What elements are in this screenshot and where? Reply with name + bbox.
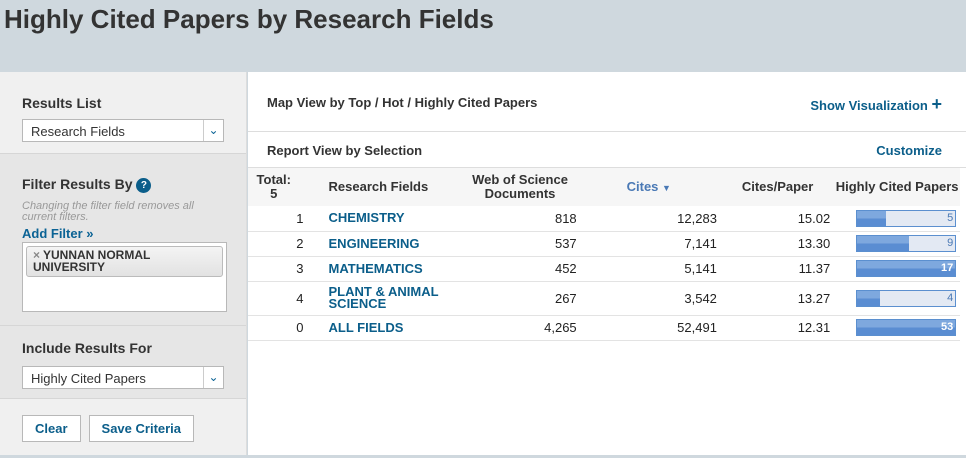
hcp-bar[interactable]: 5 [856,209,957,227]
cites-cell: 7,141 [576,231,721,257]
rank-value: 2 [296,236,304,251]
docs-cell: 267 [463,281,577,316]
rank: 3 [248,256,304,282]
total-header: Total: 5 [248,168,300,206]
rank-value: 4 [296,290,304,306]
filter-box: × YUNNAN NORMAL UNIVERSITY [22,241,227,312]
table-row: 0 ALL FIELDS 4,265 52,491 12.31 53 [248,315,960,341]
sort-desc-icon: ▼ [662,182,671,193]
field-cell: ALL FIELDS [299,315,464,341]
hcp-cell: 4 [834,281,960,316]
docs-cell: 4,265 [463,315,577,341]
docs-cell: 452 [463,256,577,282]
table-row: 4 PLANT & ANIMAL SCIENCE 267 3,542 13.27… [248,281,960,316]
results-table: Total: 5 Research Fields Web of Science D… [248,168,960,341]
help-icon[interactable]: ? [136,177,152,193]
cpp-cell: 15.02 [720,206,835,232]
cpp-cell: 13.27 [720,281,835,316]
remove-icon[interactable]: × [33,247,41,262]
cites-cell: 52,491 [576,315,721,341]
save-criteria-button[interactable]: Save Criteria [88,415,195,442]
hcp-value: 4 [947,291,954,304]
report-view-title: Report View by Selection [267,143,423,158]
clear-button[interactable]: Clear [22,415,81,442]
customize-link[interactable]: Customize [876,143,942,158]
field-link[interactable]: ALL FIELDS [328,319,404,335]
hcp-bar-fill [857,261,956,276]
cpp-cell: 11.37 [720,256,835,282]
filter-label-text: Filter Results By [22,176,133,192]
hcp-header[interactable]: Highly Cited Papers [834,168,960,206]
field-link[interactable]: ENGINEERING [328,235,420,251]
field-link[interactable]: PLANT & ANIMAL SCIENCE [328,284,439,311]
hcp-value: 53 [941,321,954,333]
cites-cell: 12,283 [576,206,721,232]
hcp-cell: 53 [834,315,960,341]
filter-chip-label: YUNNAN NORMAL UNIVERSITY [33,247,151,274]
show-visualization-button[interactable]: Show Visualization + [810,94,942,115]
plus-icon: + [931,94,942,114]
results-list-value: Research Fields [31,124,125,139]
hcp-cell: 17 [834,256,960,282]
include-label: Include Results For [22,340,152,356]
hcp-value: 17 [941,262,954,274]
hcp-bar-fill [857,210,887,226]
results-list-select[interactable]: Research Fields ⌄ [22,119,224,142]
hcp-bar-fill [857,290,881,306]
table-row: 3 MATHEMATICS 452 5,141 11.37 17 [248,256,960,282]
hcp-bar[interactable]: 4 [856,289,957,307]
table-row: 1 CHEMISTRY 818 12,283 15.02 5 [248,206,960,232]
filter-chip: × YUNNAN NORMAL UNIVERSITY [26,245,223,277]
sidebar: Results List Research Fields ⌄ Filter Res… [0,72,247,455]
filter-note: Changing the filter field removes all cu… [22,199,194,223]
field-link[interactable]: CHEMISTRY [328,210,405,226]
field-cell: PLANT & ANIMAL SCIENCE [299,281,464,316]
hcp-bar[interactable]: 53 [856,319,957,336]
cites-header[interactable]: Cites ▼ [576,168,721,206]
results-list-label: Results List [22,95,102,111]
map-view-title: Map View by Top / Hot / Highly Cited Pap… [267,95,538,110]
add-filter-link[interactable]: Add Filter » [22,225,94,241]
docs-cell: 818 [463,206,577,232]
field-cell: ENGINEERING [299,231,464,257]
hcp-cell: 9 [834,231,960,257]
cpp-header[interactable]: Cites/Paper [720,168,835,206]
show-visualization-label: Show Visualization [810,98,928,113]
rank: 4 [248,281,304,316]
field-cell: CHEMISTRY [299,206,464,232]
total-label: Total: [256,172,291,187]
cites-cell: 5,141 [576,256,721,282]
field-link[interactable]: MATHEMATICS [328,260,423,276]
docs-header[interactable]: Web of Science Documents [463,168,577,206]
rank-value: 3 [296,261,304,276]
rank: 0 [248,315,304,341]
chevron-down-icon: ⌄ [203,120,223,141]
hcp-cell: 5 [834,206,960,232]
docs-cell: 537 [463,231,577,257]
hcp-bar-fill [857,236,910,251]
rank-value: 1 [296,210,304,226]
table-row: 2 ENGINEERING 537 7,141 13.30 9 [248,231,960,257]
page-title: Highly Cited Papers by Research Fields [4,4,494,34]
rank: 1 [248,206,304,232]
field-cell: MATHEMATICS [299,256,464,282]
include-value: Highly Cited Papers [31,371,146,386]
total-count: 5 [270,186,278,201]
rank: 2 [248,231,304,257]
chevron-down-icon: ⌄ [203,367,223,388]
cpp-cell: 13.30 [720,231,835,257]
hcp-bar-fill [857,320,956,335]
cites-label: Cites [626,178,659,194]
filter-label: Filter Results By? [22,176,224,193]
hcp-bar[interactable]: 9 [856,235,957,252]
field-header[interactable]: Research Fields [299,168,464,206]
hcp-bar[interactable]: 17 [856,260,957,277]
rank-value: 0 [296,320,304,335]
hcp-value: 9 [947,237,954,249]
main-panel: Map View by Top / Hot / Highly Cited Pap… [248,72,966,455]
cpp-cell: 12.31 [720,315,835,341]
cites-cell: 3,542 [576,281,721,316]
hcp-value: 5 [947,211,954,224]
include-select[interactable]: Highly Cited Papers ⌄ [22,366,224,389]
